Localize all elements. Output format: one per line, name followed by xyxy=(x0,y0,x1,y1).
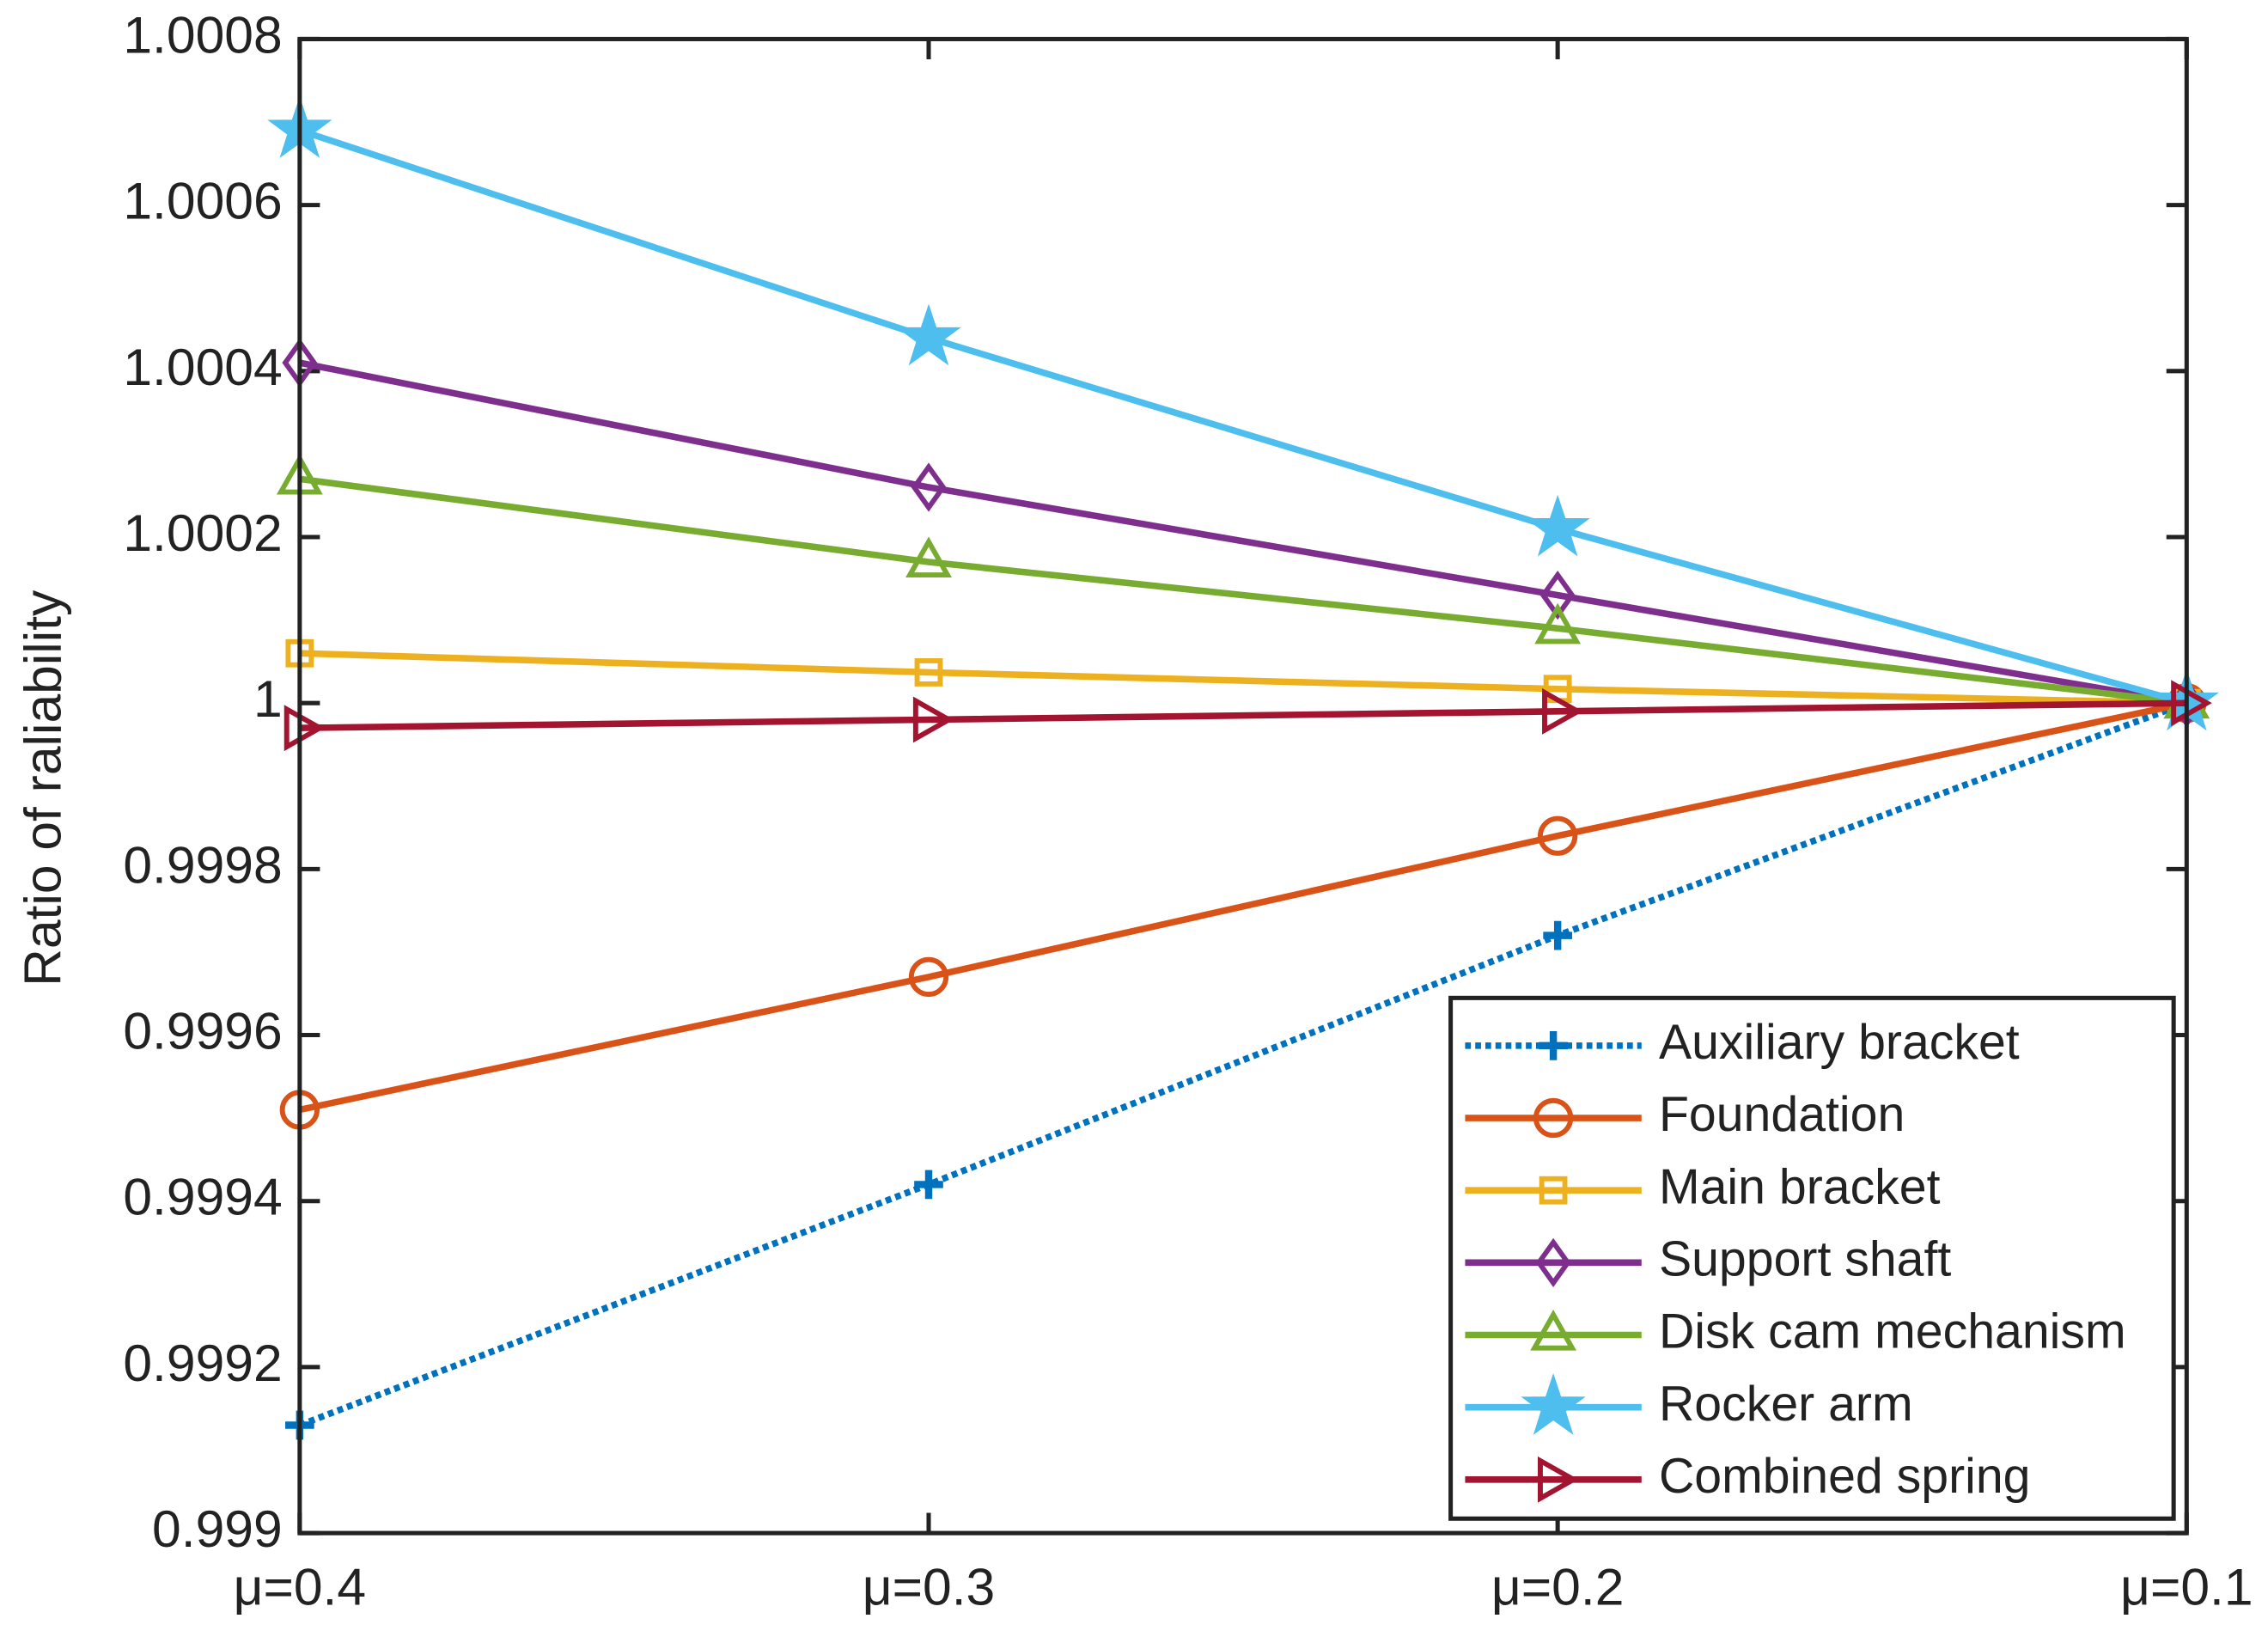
legend-marker xyxy=(1539,1031,1568,1060)
marker xyxy=(908,956,949,998)
y-tick-label: 0.9996 xyxy=(123,1002,282,1060)
legend-label: Foundation xyxy=(1659,1087,1905,1142)
legend-marker xyxy=(1539,1176,1568,1205)
y-tick-label: 1.0004 xyxy=(123,338,282,396)
y-tick-label: 0.9992 xyxy=(123,1334,282,1392)
legend-marker xyxy=(1538,1456,1579,1503)
marker xyxy=(284,705,326,752)
y-tick-label: 1.0006 xyxy=(123,172,282,230)
legend-marker xyxy=(1530,1309,1577,1351)
marker xyxy=(1539,570,1576,620)
plot-frame xyxy=(297,36,2189,1536)
x-tick-label: μ=0.2 xyxy=(1491,1557,1624,1616)
marker xyxy=(914,658,943,687)
legend-marker xyxy=(1535,1237,1571,1287)
marker xyxy=(2171,680,2212,727)
marker xyxy=(896,303,961,366)
marker xyxy=(1525,494,1590,557)
marker xyxy=(1538,815,1578,856)
x-tick-label: μ=0.1 xyxy=(2120,1557,2253,1616)
series-line xyxy=(299,699,2187,731)
marker xyxy=(1534,602,1582,644)
y-tick-label: 1 xyxy=(253,669,283,728)
marker xyxy=(911,462,947,512)
x-tick-label: μ=0.3 xyxy=(863,1557,995,1616)
y-axis-label: Ratio of raliability xyxy=(13,589,71,986)
y-tick-label: 1.0002 xyxy=(123,504,282,562)
y-tick-label: 0.9998 xyxy=(123,835,282,894)
legend-marker xyxy=(1521,1373,1586,1435)
series-line xyxy=(299,699,2188,1114)
y-tick-label: 0.999 xyxy=(152,1499,283,1558)
series-line xyxy=(299,475,2187,706)
marker xyxy=(1543,920,1572,950)
y-tick-label: 0.9994 xyxy=(123,1168,282,1226)
legend-label: Rocker arm xyxy=(1659,1377,1913,1432)
marker xyxy=(912,696,954,743)
legend-label: Main bracket xyxy=(1659,1159,1941,1214)
series-line xyxy=(298,699,2188,1429)
marker xyxy=(905,536,952,578)
y-tick-label: 1.0008 xyxy=(123,5,282,64)
x-tick-label: μ=0.4 xyxy=(234,1557,367,1616)
series-line xyxy=(299,650,2187,706)
marker xyxy=(1542,687,1583,735)
marker xyxy=(914,1170,943,1200)
legend-label: Combined spring xyxy=(1659,1449,2031,1504)
legend-label: Support shaft xyxy=(1659,1231,1951,1286)
series-line xyxy=(298,127,2188,706)
series-line xyxy=(299,359,2187,706)
legend-label: Disk cam mechanism xyxy=(1659,1304,2126,1359)
legend-marker xyxy=(1533,1097,1574,1139)
legend: Auxiliary bracket Foundation Main bracket S… xyxy=(1448,995,2176,1521)
legend-label: Auxiliary bracket xyxy=(1659,1015,2020,1070)
